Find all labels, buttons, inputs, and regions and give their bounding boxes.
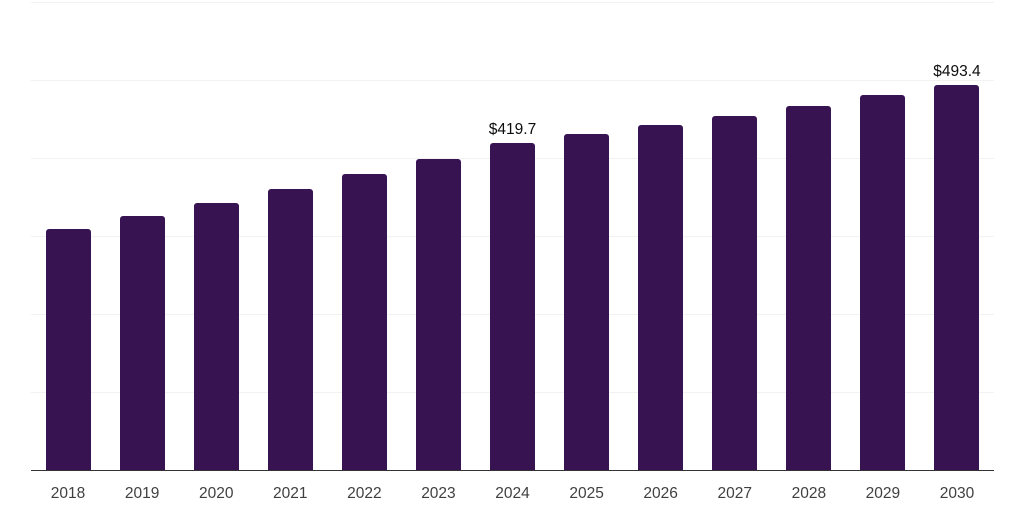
bar-2020 xyxy=(193,203,239,470)
x-tick-label-2030: 2030 xyxy=(939,485,975,502)
bar-2030: $493.4 xyxy=(933,63,981,470)
bar-2022 xyxy=(341,174,387,470)
x-axis-labels: 2018 2019 2020 2021 2022 2023 2024 2025 2026 2027… xyxy=(31,470,994,512)
x-tick-label-2018: 2018 xyxy=(50,485,86,502)
bar-value-label-2030: $493.4 xyxy=(933,63,981,81)
bar-2027 xyxy=(712,116,758,470)
bar-2029 xyxy=(860,94,906,470)
bar-2028 xyxy=(786,105,832,470)
bar-2021 xyxy=(267,188,313,470)
bar-2018 xyxy=(45,229,91,470)
x-tick-label-2021: 2021 xyxy=(273,485,308,502)
gridline-600 xyxy=(31,2,994,3)
x-tick-label-2020: 2020 xyxy=(198,485,234,502)
plot-area: $419.7 $493.4 xyxy=(31,0,994,471)
bar-2025 xyxy=(564,133,610,470)
bar-2023 xyxy=(415,159,461,470)
x-tick-label-2029: 2029 xyxy=(865,485,901,502)
x-tick-label-2023: 2023 xyxy=(421,485,456,502)
bar-2019 xyxy=(119,215,165,470)
x-tick-label-2027: 2027 xyxy=(717,485,752,502)
x-tick-label-2025: 2025 xyxy=(569,485,604,502)
x-tick-label-2028: 2028 xyxy=(791,485,827,502)
bar-value-label-2024: $419.7 xyxy=(488,120,537,138)
x-tick-label-2026: 2026 xyxy=(643,485,678,502)
bar-2026 xyxy=(638,125,684,470)
x-tick-label-2022: 2022 xyxy=(347,485,382,502)
x-tick-label-2019: 2019 xyxy=(124,485,160,502)
bar-2024: $419.7 xyxy=(489,121,536,470)
x-axis-line xyxy=(31,469,994,471)
gridline-500 xyxy=(31,80,994,81)
x-tick-label-2024: 2024 xyxy=(495,485,530,502)
